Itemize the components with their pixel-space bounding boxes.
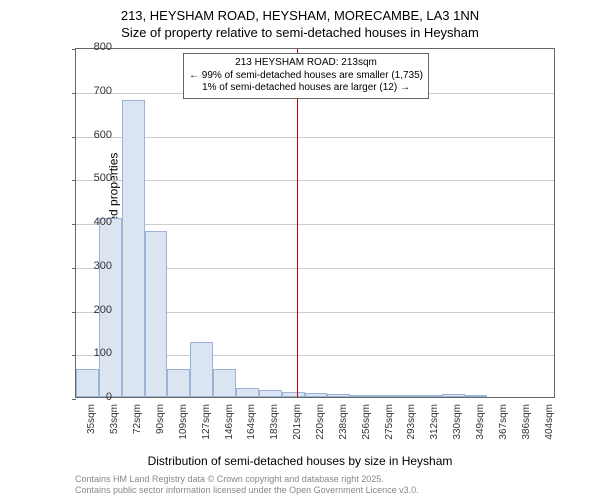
histogram-bar [167, 369, 190, 397]
plot-area: 213 HEYSHAM ROAD: 213sqm ← 99% of semi-d… [75, 48, 555, 398]
chart-title-line1: 213, HEYSHAM ROAD, HEYSHAM, MORECAMBE, L… [0, 0, 600, 23]
chart-title-line2: Size of property relative to semi-detach… [0, 23, 600, 40]
ytick-label: 700 [82, 85, 112, 97]
ytick-mark [72, 137, 76, 138]
ytick-mark [72, 268, 76, 269]
x-axis-label: Distribution of semi-detached houses by … [148, 454, 453, 468]
histogram-bar [327, 394, 350, 398]
gridline [76, 137, 554, 138]
reference-line [297, 49, 298, 397]
footer-line1: Contains HM Land Registry data © Crown c… [75, 474, 419, 485]
xtick-label: 386sqm [521, 404, 532, 444]
ytick-label: 300 [82, 260, 112, 272]
annotation-line1: 213 HEYSHAM ROAD: 213sqm [189, 57, 423, 70]
xtick-label: 35sqm [86, 404, 97, 444]
histogram-bar [236, 388, 259, 397]
ytick-mark [72, 49, 76, 50]
xtick-label: 238sqm [338, 404, 349, 444]
xtick-label: 404sqm [544, 404, 555, 444]
footer-line2: Contains public sector information licen… [75, 485, 419, 496]
ytick-label: 100 [82, 347, 112, 359]
histogram-bar [145, 231, 168, 397]
xtick-label: 201sqm [292, 404, 303, 444]
histogram-bar [122, 100, 145, 398]
histogram-bar [373, 395, 396, 397]
annotation-line3: 1% of semi-detached houses are larger (1… [189, 82, 423, 95]
gridline [76, 180, 554, 181]
ytick-label: 200 [82, 304, 112, 316]
xtick-label: 349sqm [475, 404, 486, 444]
histogram-bar [259, 390, 282, 397]
histogram-bar [465, 395, 488, 397]
xtick-label: 256sqm [361, 404, 372, 444]
xtick-label: 164sqm [246, 404, 257, 444]
histogram-bar [419, 395, 442, 397]
histogram-bar [213, 369, 236, 397]
annotation-line2: ← 99% of semi-detached houses are smalle… [189, 70, 423, 83]
xtick-label: 293sqm [406, 404, 417, 444]
ytick-label: 400 [82, 216, 112, 228]
xtick-label: 275sqm [384, 404, 395, 444]
gridline [76, 224, 554, 225]
histogram-bar [190, 342, 213, 397]
ytick-mark [72, 399, 76, 400]
xtick-label: 72sqm [132, 404, 143, 444]
ytick-label: 600 [82, 129, 112, 141]
xtick-label: 312sqm [429, 404, 440, 444]
xtick-label: 183sqm [269, 404, 280, 444]
chart-container: 213, HEYSHAM ROAD, HEYSHAM, MORECAMBE, L… [0, 0, 600, 500]
xtick-label: 146sqm [224, 404, 235, 444]
footer-attribution: Contains HM Land Registry data © Crown c… [75, 474, 419, 496]
xtick-label: 53sqm [109, 404, 120, 444]
ytick-label: 500 [82, 172, 112, 184]
ytick-label: 800 [82, 41, 112, 53]
ytick-mark [72, 180, 76, 181]
histogram-bar [282, 392, 305, 397]
xtick-label: 220sqm [315, 404, 326, 444]
ytick-label: 0 [82, 391, 112, 403]
xtick-label: 90sqm [155, 404, 166, 444]
ytick-mark [72, 93, 76, 94]
histogram-bar [350, 395, 373, 397]
xtick-label: 330sqm [452, 404, 463, 444]
ytick-mark [72, 224, 76, 225]
ytick-mark [72, 355, 76, 356]
ytick-mark [72, 312, 76, 313]
reference-annotation-box: 213 HEYSHAM ROAD: 213sqm ← 99% of semi-d… [183, 53, 429, 99]
histogram-bar [442, 394, 465, 398]
xtick-label: 127sqm [201, 404, 212, 444]
xtick-label: 367sqm [498, 404, 509, 444]
histogram-bar [396, 395, 419, 397]
histogram-bar [305, 393, 328, 397]
xtick-label: 109sqm [178, 404, 189, 444]
